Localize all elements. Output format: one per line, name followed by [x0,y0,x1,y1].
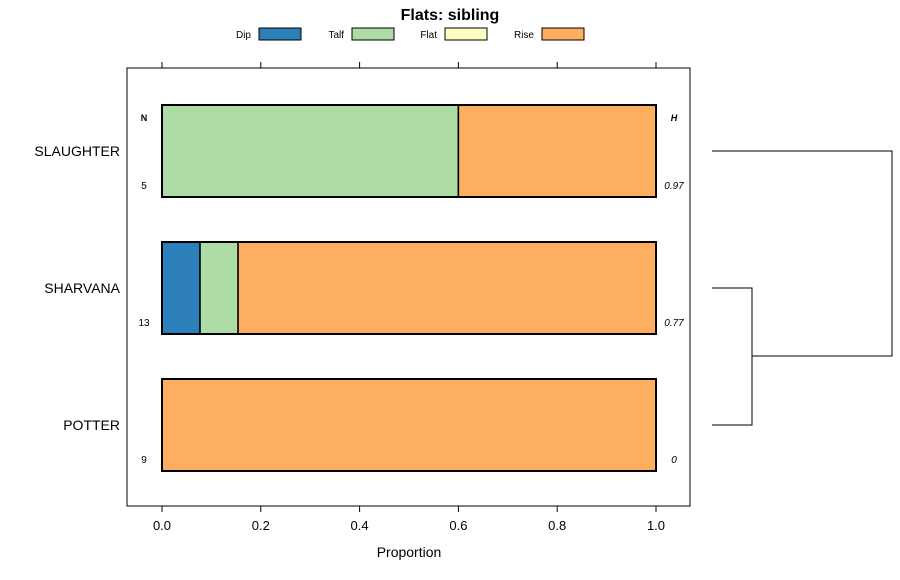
bar-sharvana-talf [199,241,239,335]
n-value: 13 [138,318,150,329]
legend: Dip Talf Flat Rise [236,27,585,41]
x-tick-label: 0.8 [548,518,566,533]
legend-label-dip: Dip [236,30,251,41]
plot-frame [126,67,691,507]
x-tick-label: 0.6 [449,518,467,533]
category-labels: SLAUGHTER SHARVANA POTTER [34,143,120,433]
legend-label-flat: Flat [420,30,437,41]
bar-sharvana-dip [161,241,201,335]
category-label-potter: POTTER [63,417,120,433]
dendrogram-branch-potter-sharvana [712,287,753,426]
category-label-slaughter: SLAUGHTER [34,143,120,159]
bar-outline-slaughter [161,104,657,198]
dendrogram [712,150,893,426]
x-tick-label: 0.4 [351,518,369,533]
h-value: 0.97 [664,181,684,192]
bar-outline-potter [161,378,657,472]
bars [161,104,657,472]
x-tick-label: 0.2 [252,518,270,533]
n-value: 5 [141,181,147,192]
bar-slaughter-rise [457,104,657,198]
h-value: 0 [671,455,677,466]
n-column: 5 13 9 [138,181,150,466]
n-header: N [141,113,148,123]
h-header: H [671,113,678,123]
legend-swatch-dip [258,27,302,41]
legend-swatch-talf [351,27,395,41]
legend-label-talf: Talf [328,30,344,41]
bar-sharvana-rise [237,241,657,335]
x-tick-label: 1.0 [647,518,665,533]
h-column: 0.97 0.77 0 [664,181,684,466]
n-value: 9 [141,455,147,466]
bar-potter-rise [161,378,657,472]
x-axis-label: Proportion [377,544,442,560]
legend-label-rise: Rise [514,30,534,41]
dendrogram-branch-root [712,150,893,357]
category-label-sharvana: SHARVANA [44,280,120,296]
h-value: 0.77 [664,318,684,329]
bar-slaughter-talf [161,104,460,198]
bar-outline-sharvana [161,241,657,335]
legend-swatch-rise [541,27,585,41]
x-tick-label: 0.0 [153,518,171,533]
legend-swatch-flat [444,27,488,41]
x-axis: 0.0 0.2 0.4 0.6 0.8 1.0 [153,62,665,533]
chart-title: Flats: sibling [401,7,500,24]
